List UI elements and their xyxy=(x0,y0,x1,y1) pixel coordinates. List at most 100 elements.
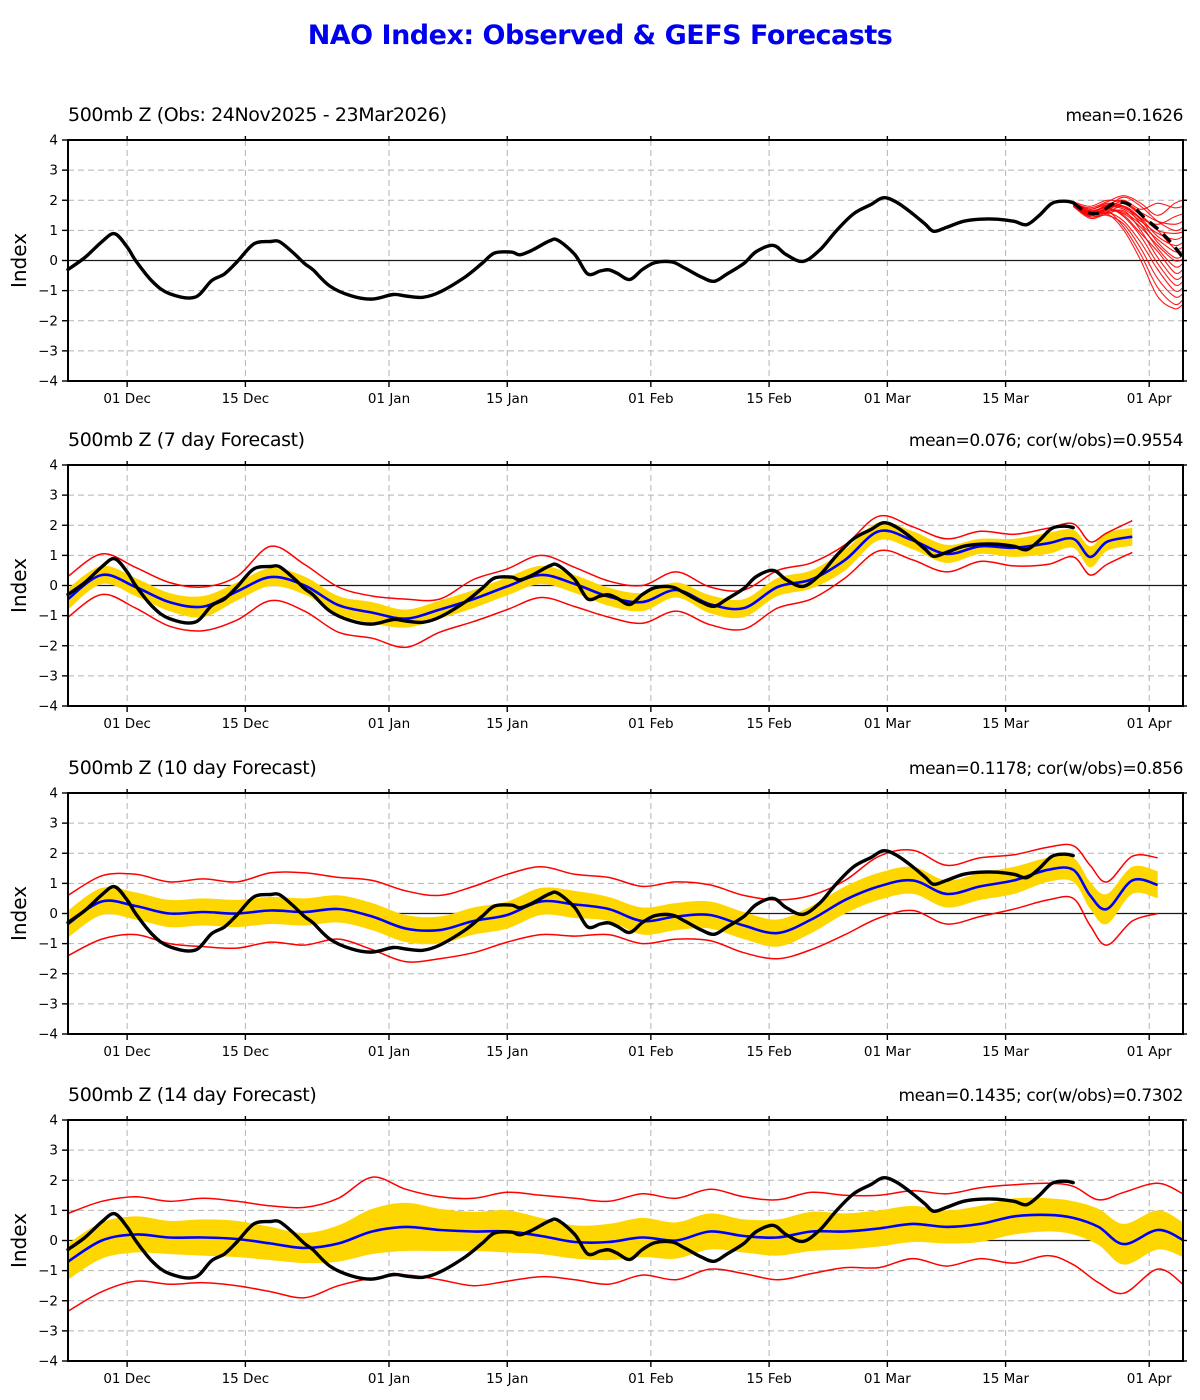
x-tick-label: 01 Mar xyxy=(864,391,911,407)
x-tick-label: 15 Jan xyxy=(486,1044,528,1060)
x-tick-label: 15 Jan xyxy=(486,1371,528,1387)
observed-line xyxy=(66,849,1075,954)
x-tick-label: 01 Apr xyxy=(1127,1044,1172,1060)
y-tick-label: −3 xyxy=(38,343,58,359)
panel-1-title: 500mb Z (Obs: 24Nov2025 - 23Mar2026) xyxy=(68,104,447,126)
y-tick-label: −3 xyxy=(38,668,58,684)
envelope-upper-line xyxy=(67,1176,1184,1215)
ensemble-spread-band xyxy=(68,855,1158,947)
ensemble-member-line xyxy=(1072,204,1184,310)
panel-3-header: 500mb Z (10 day Forecast) mean=0.1178; c… xyxy=(68,757,1183,779)
x-tick-label: 15 Dec xyxy=(222,1371,270,1387)
ensemble-member-line xyxy=(1073,204,1184,275)
y-tick-label: 4 xyxy=(49,458,58,474)
y-tick-label: 3 xyxy=(49,1143,58,1159)
y-tick-label: 0 xyxy=(49,906,58,922)
y-tick-label: 1 xyxy=(49,1203,58,1219)
y-tick-label: −4 xyxy=(38,1027,58,1043)
x-tick-label: 01 Feb xyxy=(628,716,673,732)
y-tick-label: −2 xyxy=(38,1293,58,1309)
x-tick-label: 01 Jan xyxy=(368,391,410,407)
y-tick-label: 0 xyxy=(49,1233,58,1249)
y-axis-label: Index xyxy=(7,558,31,613)
x-tick-label: 01 Apr xyxy=(1127,716,1172,732)
x-tick-label: 01 Mar xyxy=(864,1044,911,1060)
y-tick-label: 1 xyxy=(49,223,58,239)
observed-line xyxy=(66,196,1075,301)
y-tick-label: 4 xyxy=(49,1113,58,1129)
y-tick-label: −1 xyxy=(38,1263,58,1279)
panel-4-title: 500mb Z (14 day Forecast) xyxy=(68,1084,317,1106)
x-tick-label: 15 Mar xyxy=(982,1044,1029,1060)
y-tick-label: −4 xyxy=(38,374,58,390)
ensemble-spread-band xyxy=(68,521,1133,628)
forecast-mean-line xyxy=(67,1213,1184,1263)
observed-line xyxy=(66,1176,1075,1281)
y-tick-label: 1 xyxy=(49,548,58,564)
y-tick-label: −2 xyxy=(38,966,58,982)
y-tick-label: 1 xyxy=(49,876,58,892)
envelope-lower-line xyxy=(67,1254,1184,1312)
ensemble-member-line xyxy=(1072,205,1184,281)
x-tick-label: 15 Feb xyxy=(746,1044,791,1060)
y-tick-label: −4 xyxy=(38,1354,58,1370)
x-tick-label: 01 Feb xyxy=(628,1371,673,1387)
envelope-lower-line xyxy=(67,549,1133,649)
x-tick-label: 15 Dec xyxy=(222,716,270,732)
panel-1-stats: mean=0.1626 xyxy=(1065,106,1183,126)
ensemble-member-line xyxy=(1072,205,1184,298)
y-axis-label: Index xyxy=(7,886,31,941)
x-tick-label: 15 Feb xyxy=(746,716,791,732)
ensemble-member-line xyxy=(1073,195,1184,216)
y-tick-label: 2 xyxy=(49,518,58,534)
y-tick-label: −4 xyxy=(38,699,58,715)
envelope-upper-line xyxy=(67,514,1133,602)
envelope-lower-line xyxy=(67,895,1158,963)
x-tick-label: 15 Feb xyxy=(746,1371,791,1387)
y-tick-label: 2 xyxy=(49,846,58,862)
y-tick-label: 0 xyxy=(49,253,58,269)
x-tick-label: 01 Jan xyxy=(368,1371,410,1387)
x-tick-label: 15 Mar xyxy=(982,1371,1029,1387)
y-tick-label: −1 xyxy=(38,608,58,624)
x-tick-label: 01 Dec xyxy=(103,1371,151,1387)
ensemble-mean-dashed-line xyxy=(1072,200,1185,259)
x-tick-label: 01 Jan xyxy=(368,716,410,732)
y-tick-label: −1 xyxy=(38,936,58,952)
panel-2-header: 500mb Z (7 day Forecast) mean=0.076; cor… xyxy=(68,429,1183,451)
x-tick-label: 15 Jan xyxy=(486,391,528,407)
x-tick-label: 15 Mar xyxy=(982,391,1029,407)
forecast-mean-line xyxy=(67,529,1133,620)
y-axis-label: Index xyxy=(7,1213,31,1268)
y-tick-label: −1 xyxy=(38,283,58,299)
panel-4-header: 500mb Z (14 day Forecast) mean=0.1435; c… xyxy=(68,1084,1183,1106)
y-tick-label: 3 xyxy=(49,163,58,179)
observed-line xyxy=(66,521,1075,626)
y-axis-label: Index xyxy=(7,233,31,288)
y-tick-label: 2 xyxy=(49,193,58,209)
x-tick-label: 01 Jan xyxy=(368,1044,410,1060)
x-tick-label: 01 Dec xyxy=(103,391,151,407)
y-tick-label: −3 xyxy=(38,996,58,1012)
x-tick-label: 15 Dec xyxy=(222,391,270,407)
y-tick-label: 0 xyxy=(49,578,58,594)
panel-1-header: 500mb Z (Obs: 24Nov2025 - 23Mar2026) mea… xyxy=(68,104,1183,126)
page-title: NAO Index: Observed & GEFS Forecasts xyxy=(307,20,893,51)
x-tick-label: 01 Dec xyxy=(103,716,151,732)
y-tick-label: 3 xyxy=(49,488,58,504)
x-tick-label: 15 Feb xyxy=(746,391,791,407)
y-tick-label: −2 xyxy=(38,313,58,329)
x-tick-label: 01 Mar xyxy=(864,1371,911,1387)
x-tick-label: 01 Mar xyxy=(864,716,911,732)
panel-2-stats: mean=0.076; cor(w/obs)=0.9554 xyxy=(908,431,1183,451)
x-tick-label: 01 Apr xyxy=(1127,391,1172,407)
panel-3-stats: mean=0.1178; cor(w/obs)=0.856 xyxy=(908,759,1183,779)
y-tick-label: 4 xyxy=(49,133,58,149)
panel-4-stats: mean=0.1435; cor(w/obs)=0.7302 xyxy=(898,1086,1184,1106)
ensemble-member-line xyxy=(1072,202,1184,259)
y-tick-label: 4 xyxy=(49,786,58,802)
envelope-upper-line xyxy=(67,843,1158,901)
x-tick-label: 01 Apr xyxy=(1127,1371,1172,1387)
